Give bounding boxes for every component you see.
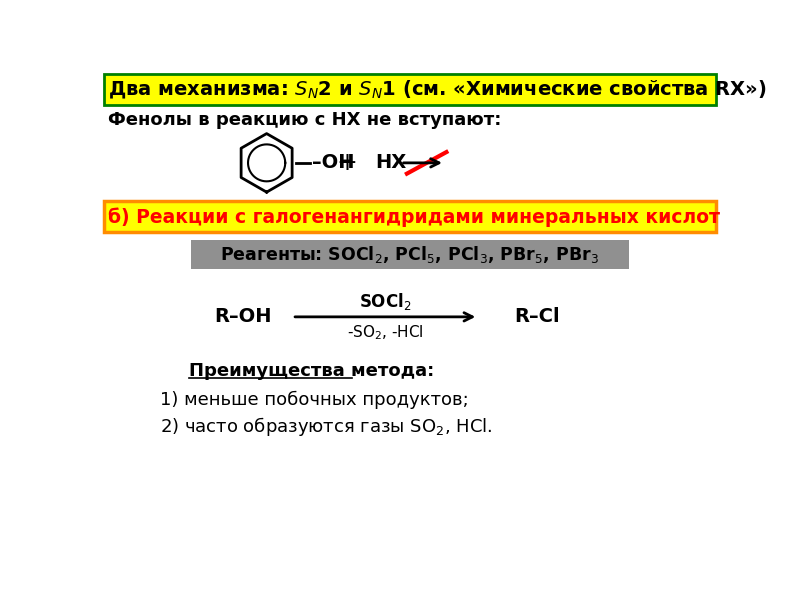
- Text: Два механизма: $S_N$2 и $S_N$1 (см. «Химические свойства RX»): Два механизма: $S_N$2 и $S_N$1 (см. «Хим…: [108, 79, 766, 101]
- FancyBboxPatch shape: [104, 74, 716, 105]
- Text: R–Cl: R–Cl: [514, 307, 560, 326]
- Text: Реагенты: SOCl$_2$, PCl$_5$, PCl$_3$, PBr$_5$, PBr$_3$: Реагенты: SOCl$_2$, PCl$_5$, PCl$_3$, PB…: [221, 244, 599, 265]
- Text: HX: HX: [375, 154, 406, 172]
- Text: +: +: [336, 151, 357, 175]
- Text: б) Реакции с галогенангидридами минеральных кислот: б) Реакции с галогенангидридами минераль…: [108, 207, 720, 227]
- Text: Преимущества метода:: Преимущества метода:: [189, 362, 434, 380]
- Text: SOCl$_2$: SOCl$_2$: [359, 291, 411, 312]
- FancyBboxPatch shape: [104, 202, 716, 232]
- Text: -SO$_2$, -HCl: -SO$_2$, -HCl: [347, 323, 423, 341]
- Text: 2) часто образуются газы SO$_2$, HCl.: 2) часто образуются газы SO$_2$, HCl.: [161, 415, 493, 438]
- Text: R–OH: R–OH: [214, 307, 272, 326]
- Text: 1) меньше побочных продуктов;: 1) меньше побочных продуктов;: [161, 391, 469, 409]
- Text: Фенолы в реакцию с НХ не вступают:: Фенолы в реакцию с НХ не вступают:: [108, 111, 501, 129]
- Text: –OH: –OH: [311, 154, 354, 172]
- FancyBboxPatch shape: [191, 240, 629, 269]
